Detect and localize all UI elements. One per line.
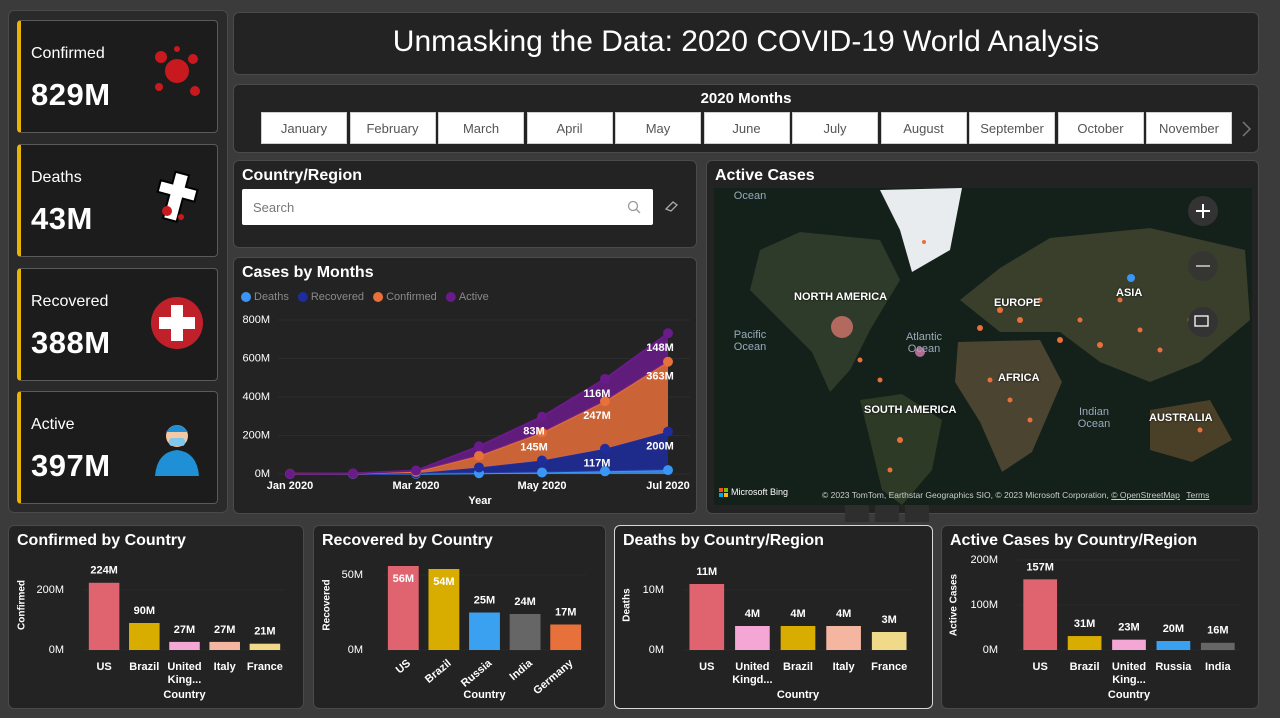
bar-chart-panel: Recovered by Country: [313, 525, 606, 709]
map-panel: Active Cases: [706, 160, 1259, 514]
map-label: AUSTRALIA: [1149, 412, 1213, 424]
virus-icon: [155, 46, 200, 96]
kpi-value: 43M: [31, 201, 93, 236]
x-tick-label: France: [246, 661, 283, 673]
map-logo: Microsoft Bing: [731, 487, 789, 497]
chart-title: Active Cases by Country/Region: [950, 532, 1198, 549]
bar-chart-panel: Deaths by Country/Region: [614, 525, 933, 709]
doctor-icon: [155, 425, 199, 476]
month-buttons: January February March April May June July Augu…: [261, 112, 1232, 144]
x-tick-label: Italy: [832, 661, 855, 673]
x-tick-label: United Kingd...: [732, 661, 773, 686]
x-tick-label: India: [1204, 661, 1231, 673]
x-tick-label: Brazil: [129, 661, 160, 673]
kpi-card: Active 397M: [17, 391, 218, 504]
search-box[interactable]: Search: [242, 189, 653, 225]
grave-icon: [156, 170, 199, 223]
kpi-value: 829M: [31, 77, 111, 112]
kpi-value: 397M: [31, 448, 111, 483]
x-tick-label: Brazil: [1069, 661, 1100, 673]
month-button[interactable]: November: [1146, 112, 1232, 144]
title-panel: Unmasking the Data: 2020 COVID-19 World …: [233, 12, 1259, 75]
month-button[interactable]: October: [1057, 112, 1144, 144]
ocean-label: Atlantic Ocean: [905, 331, 943, 355]
map-title: Active Cases: [715, 167, 815, 184]
search-placeholder: Search: [253, 200, 295, 215]
month-button[interactable]: March: [438, 112, 524, 144]
dashboard-title: Unmasking the Data: 2020 COVID-19 World …: [392, 25, 1100, 58]
bar-chart-panel: Confirmed by Country: [8, 525, 304, 709]
search-icon: [627, 200, 641, 214]
kpi-label: Active: [31, 416, 75, 433]
attribution-text: © 2023 TomTom, Earthstar Geographics SIO…: [822, 490, 1109, 500]
map-label: SOUTH AMERICA: [864, 404, 957, 416]
map-attribution: © 2023 TomTom, Earthstar Geographics SIO…: [822, 490, 1209, 500]
kpi-label: Deaths: [31, 169, 82, 186]
x-tick-label: Italy: [213, 661, 236, 673]
chart-title: Recovered by Country: [322, 532, 493, 549]
chart-title: Cases by Months: [242, 264, 374, 281]
bar-chart-panel: Active Cases by Country/Region: [941, 525, 1259, 709]
x-tick-label: United King...: [167, 661, 202, 686]
country-filter-panel: Country/Region Search: [233, 160, 697, 248]
month-button[interactable]: April: [526, 112, 613, 144]
kpi-card: Deaths 43M: [17, 144, 218, 257]
month-button[interactable]: February: [349, 112, 436, 144]
x-tick-label: United King...: [1111, 661, 1147, 686]
clear-filter-icon[interactable]: [664, 199, 680, 213]
kpi-card: Recovered 388M: [17, 268, 218, 381]
red-cross-icon: [151, 297, 203, 349]
ocean-label: Indian Ocean: [1077, 406, 1111, 430]
x-tick-label: France: [871, 661, 908, 673]
month-button[interactable]: September: [969, 112, 1055, 144]
ocean-label: Ocean: [733, 190, 767, 202]
kpi-value: 388M: [31, 325, 111, 360]
slicer-next-arrow[interactable]: [1240, 119, 1252, 139]
map-label: ASIA: [1116, 287, 1143, 299]
map-label: AFRICA: [998, 372, 1040, 384]
chart-title: Confirmed by Country: [17, 532, 186, 549]
cases-chart-panel: Cases by Months: [233, 257, 697, 514]
month-button[interactable]: July: [792, 112, 878, 144]
x-tick-label: US: [1032, 661, 1048, 673]
osm-link[interactable]: © OpenStreetMap: [1111, 490, 1180, 500]
kpi-label: Recovered: [31, 293, 109, 310]
terms-link[interactable]: Terms: [1186, 490, 1210, 500]
kpi-card: Confirmed 829M: [17, 20, 218, 133]
x-tick-label: US: [96, 661, 112, 673]
month-button[interactable]: January: [261, 112, 347, 144]
map-label: EUROPE: [994, 297, 1041, 309]
slicer-title: 2020 Months: [700, 90, 792, 107]
x-tick-label: Brazil: [783, 661, 813, 673]
x-tick-label: Russia: [1155, 661, 1192, 673]
map-label: NORTH AMERICA: [794, 291, 888, 303]
month-button[interactable]: June: [703, 112, 790, 144]
kpi-label: Confirmed: [31, 45, 105, 62]
month-button[interactable]: August: [880, 112, 967, 144]
ocean-label: Pacific Ocean: [733, 329, 767, 353]
x-tick-label: US: [699, 661, 715, 673]
chart-title: Deaths by Country/Region: [623, 532, 824, 549]
filter-title: Country/Region: [242, 167, 362, 184]
month-button[interactable]: May: [615, 112, 701, 144]
